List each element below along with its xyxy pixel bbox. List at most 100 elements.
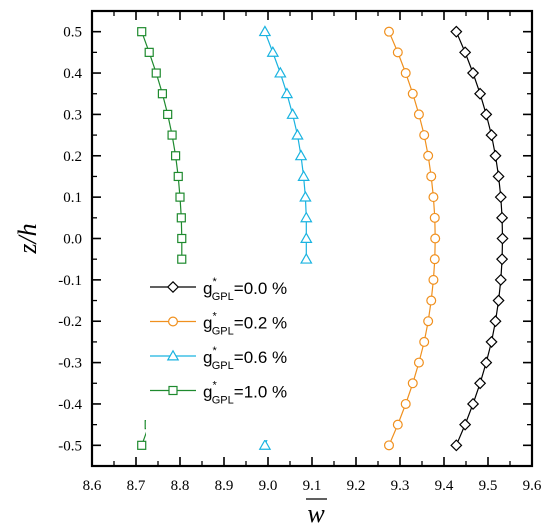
x-tick-label: 9.5 <box>479 478 498 494</box>
series-0 <box>450 25 509 452</box>
y-tick-label: 0.4 <box>63 66 82 82</box>
x-tick-label: 9.4 <box>435 478 454 494</box>
marker-diamond <box>496 211 509 224</box>
marker-diamond <box>450 439 463 452</box>
marker-triangle <box>258 438 272 450</box>
marker-circle <box>428 192 439 203</box>
marker-circle <box>426 295 437 306</box>
y-axis-label: z/h <box>13 223 42 254</box>
series-1 <box>384 26 441 451</box>
marker-triangle <box>300 252 313 264</box>
marker-circle <box>426 171 437 182</box>
marker-circle <box>413 357 424 368</box>
y-tick-label: 0.3 <box>63 107 82 123</box>
y-tick-label: 0.0 <box>63 232 82 248</box>
x-tick-label: 9.1 <box>303 478 322 494</box>
series-line <box>141 31 183 260</box>
marker-square <box>151 68 161 78</box>
series-3 <box>137 27 187 450</box>
marker-circle <box>429 212 440 223</box>
marker-diamond <box>459 46 472 59</box>
marker-circle <box>419 130 430 141</box>
legend-label: g* GPL=0.0 % <box>203 276 287 303</box>
marker-diamond <box>494 191 507 204</box>
marker-diamond <box>466 66 480 80</box>
legend-label: g* GPL=0.6 % <box>203 345 287 372</box>
marker-diamond <box>496 253 509 266</box>
plot-frame <box>90 9 534 468</box>
marker-square <box>176 213 186 223</box>
marker-circle <box>400 398 411 409</box>
marker-square <box>177 233 187 244</box>
y-tick-label: 0.1 <box>63 190 82 206</box>
x-tick-label: 9.2 <box>347 478 366 494</box>
y-tick-label: -0.5 <box>58 438 82 454</box>
marker-circle <box>168 316 179 327</box>
marker-diamond <box>489 149 502 162</box>
marker-square <box>167 130 177 140</box>
x-tick-label: 9.6 <box>523 478 542 494</box>
marker-triangle <box>274 66 287 78</box>
x-tick-label: 8.6 <box>83 478 102 494</box>
marker-diamond <box>474 87 487 100</box>
marker-circle <box>407 378 418 389</box>
marker-circle <box>384 440 395 451</box>
marker-diamond <box>480 356 493 369</box>
marker-diamond <box>489 315 502 328</box>
marker-square <box>137 440 147 450</box>
y-tick-label: 0.2 <box>63 149 82 165</box>
marker-square <box>171 151 181 161</box>
marker-square <box>144 47 154 57</box>
marker-triangle <box>300 232 313 243</box>
marker-square <box>177 254 187 264</box>
marker-triangle <box>280 87 294 99</box>
marker-diamond <box>492 170 505 183</box>
marker-diamond <box>492 294 505 307</box>
marker-triangle <box>258 25 272 37</box>
y-tick-label: -0.3 <box>58 356 82 372</box>
y-tick-label: 0.5 <box>63 25 82 41</box>
marker-diamond <box>450 25 463 38</box>
marker-square <box>173 171 183 182</box>
marker-circle <box>400 68 411 79</box>
marker-circle <box>423 150 434 161</box>
marker-triangle <box>299 190 312 202</box>
x-tick-label: 9.3 <box>391 478 410 494</box>
marker-diamond <box>166 280 180 294</box>
marker-circle <box>428 274 439 285</box>
marker-circle <box>384 26 395 37</box>
marker-circle <box>423 316 434 327</box>
marker-diamond <box>459 418 472 431</box>
x-tick-label: 9.0 <box>259 478 278 494</box>
marker-triangle <box>294 149 308 161</box>
marker-triangle <box>166 349 180 361</box>
marker-square <box>163 109 173 120</box>
marker-circle <box>413 109 424 120</box>
marker-circle <box>430 233 441 244</box>
marker-square <box>175 192 185 202</box>
marker-diamond <box>474 377 487 390</box>
marker-diamond <box>496 232 509 245</box>
x-axis-title: w <box>306 498 327 528</box>
marker-triangle <box>291 128 304 140</box>
marker-diamond <box>485 335 498 348</box>
x-axis-label: w <box>307 499 325 528</box>
y-tick-label: -0.1 <box>58 273 82 289</box>
marker-triangle <box>297 170 310 181</box>
legend-label: g* GPL=0.2 % <box>203 311 287 338</box>
marker-triangle <box>286 107 299 119</box>
x-tick-label: 8.7 <box>127 478 146 494</box>
marker-circle <box>392 419 403 430</box>
marker-circle <box>392 47 403 58</box>
marker-triangle <box>266 45 280 57</box>
y-axis-title: z/h <box>13 223 42 254</box>
marker-diamond <box>466 397 480 411</box>
series-line <box>264 31 307 260</box>
legend: g* GPL=0.0 % g* GPL=0.2 % g* GPL=0.6 % g* GPL=1… <box>146 270 301 440</box>
x-tick-label: 8.9 <box>215 478 234 494</box>
tick-labels: 8.6 8.7 8.8 8.9 9.0 9.1 9.2 9.3 9.4 9.5 9.6 0.5 0.4 0… <box>58 25 542 494</box>
y-tick-label: -0.2 <box>58 314 82 330</box>
axis-ticks <box>91 10 533 467</box>
marker-diamond <box>480 108 493 121</box>
